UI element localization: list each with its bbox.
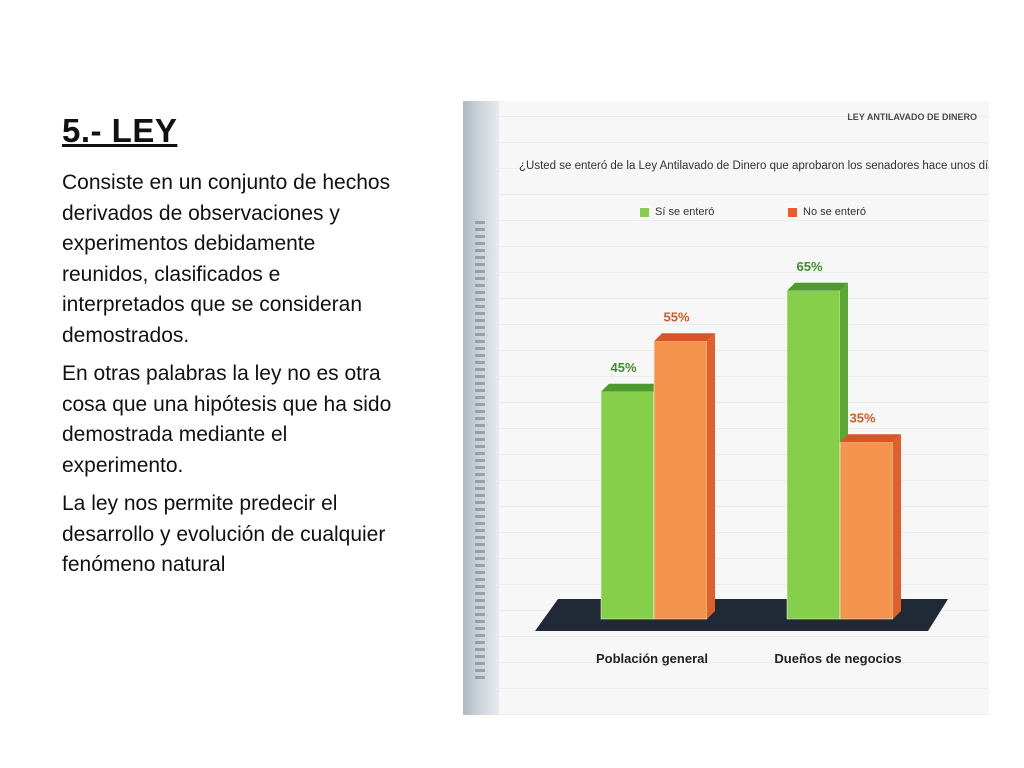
paragraph-prediction: La ley nos permite predecir el desarroll… <box>62 492 386 576</box>
value-label-si-1: 65% <box>796 259 822 274</box>
bar-chart: 45% 55% Población general 65% 35% Dueños de n… <box>535 259 948 666</box>
value-label-no-0: 55% <box>663 309 689 324</box>
legend-item-no: No se enteró <box>787 206 866 218</box>
bar-top-si-1 <box>787 282 848 291</box>
bar-top-si-0 <box>601 383 662 392</box>
chart-strip-texture <box>475 221 485 681</box>
slide-title: 5.- LEY <box>62 112 178 149</box>
bar-no-0 <box>653 341 708 620</box>
legend-item-si: Sí se enteró <box>639 206 714 218</box>
paragraph-hypothesis: En otras palabras la ley no es otra cosa… <box>62 362 392 477</box>
chart-image: LEY ANTILAVADO DE DINERO ¿Usted se enter… <box>463 101 989 715</box>
category-label-0: Población general <box>596 651 708 666</box>
bar-si-0 <box>600 391 655 620</box>
bar-top-no-1 <box>840 434 901 443</box>
bar-top-no-0 <box>654 333 715 342</box>
legend-swatch-si <box>639 206 650 218</box>
chart-left-strip <box>463 101 499 715</box>
body-text: Consiste en un conjunto de hechos deriva… <box>62 168 392 589</box>
bar-side-no-0 <box>707 333 715 619</box>
legend-label-no: No se enteró <box>803 206 866 218</box>
legend-label-si: Sí se enteró <box>655 206 715 218</box>
value-label-si-0: 45% <box>610 360 636 375</box>
bar-no-1 <box>839 442 894 620</box>
category-label-1: Dueños de negocios <box>774 651 901 666</box>
chart-brand: LEY ANTILAVADO DE DINERO <box>847 112 977 122</box>
bar-side-no-1 <box>893 434 901 619</box>
legend-swatch-no <box>787 206 798 218</box>
value-label-no-1: 35% <box>849 410 875 425</box>
paragraph-definition: Consiste en un conjunto de hechos deriva… <box>62 171 391 347</box>
chart-question: ¿Usted se enteró de la Ley Antilavado de… <box>519 160 989 172</box>
bar-si-1 <box>786 290 841 620</box>
